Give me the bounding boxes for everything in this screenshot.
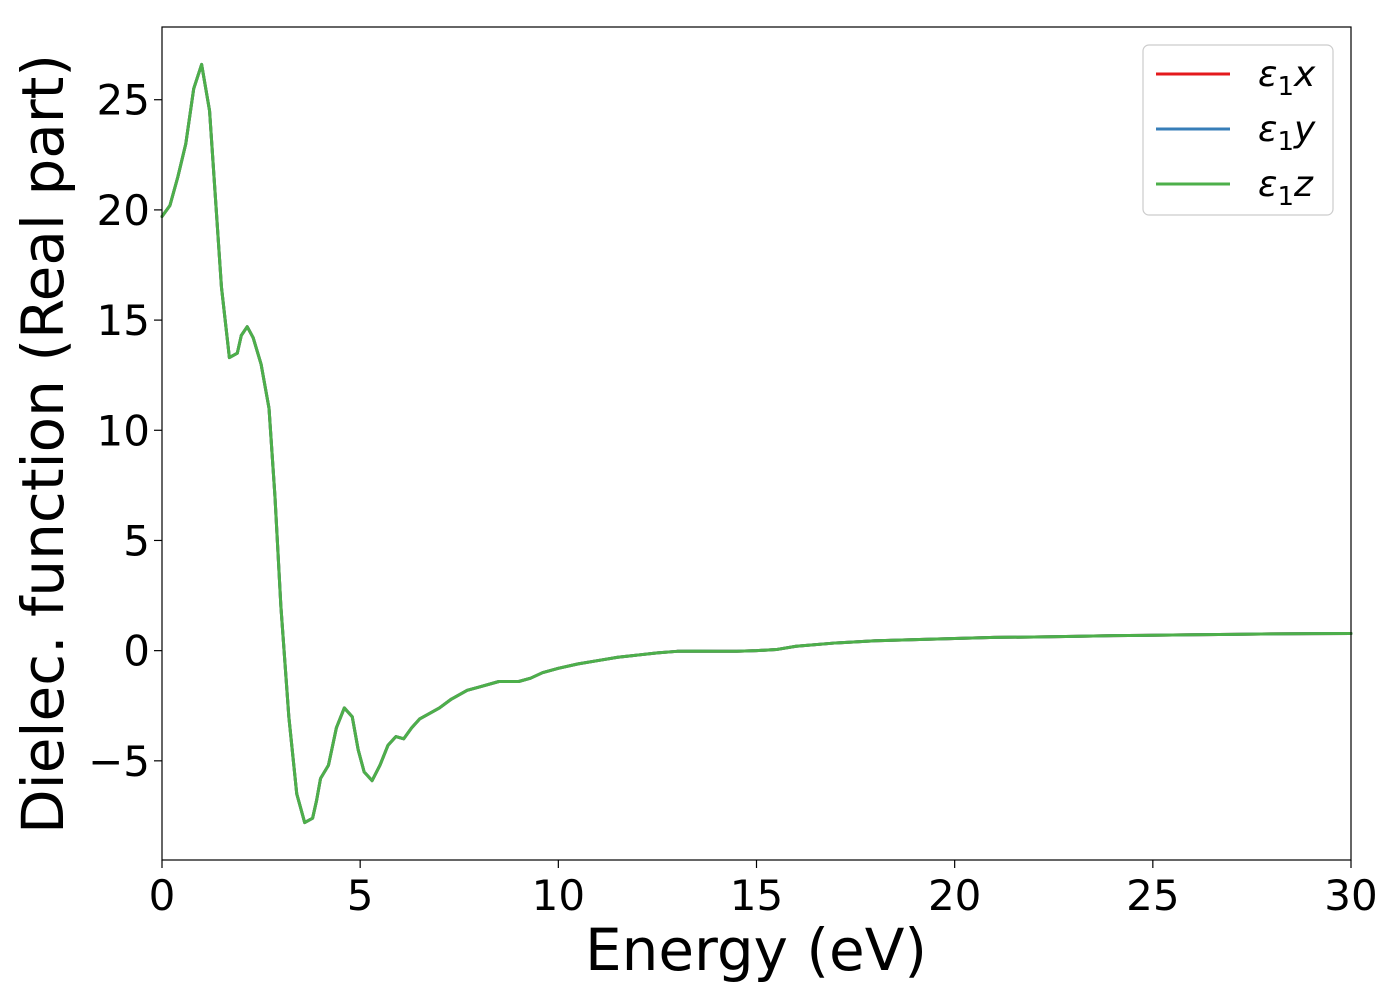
x-tick-label: 15 (730, 871, 783, 920)
legend-label-z: ε1z (1258, 164, 1314, 212)
x-axis-label: Energy (eV) (585, 916, 927, 984)
y-tick-label: 5 (123, 516, 150, 565)
y-tick-label: 20 (97, 186, 150, 235)
x-tick-label: 0 (149, 871, 176, 920)
x-tick-label: 30 (1324, 871, 1377, 920)
y-axis-label: Dielec. function (Real part) (9, 54, 77, 834)
x-tick-label: 25 (1126, 871, 1179, 920)
legend-box (1142, 44, 1334, 216)
y-axis: −5 0 5 10 15 20 25 (88, 76, 162, 786)
x-axis: 0 5 10 15 20 25 30 (149, 860, 1378, 920)
y-tick-label: 10 (97, 406, 150, 455)
x-tick-label: 10 (532, 871, 585, 920)
x-tick-label: 5 (347, 871, 374, 920)
legend-label-x: ε1x (1258, 54, 1316, 102)
x-tick-label: 20 (928, 871, 981, 920)
y-tick-label: 15 (97, 296, 150, 345)
legend: ε1x ε1y ε1z (1142, 44, 1334, 216)
series-layer (160, 62, 1353, 825)
y-tick-label: 25 (97, 76, 150, 125)
y-tick-label: −5 (88, 737, 150, 786)
y-tick-label: 0 (123, 627, 150, 676)
series-line-z (160, 62, 1353, 825)
legend-label-y: ε1y (1258, 109, 1316, 157)
